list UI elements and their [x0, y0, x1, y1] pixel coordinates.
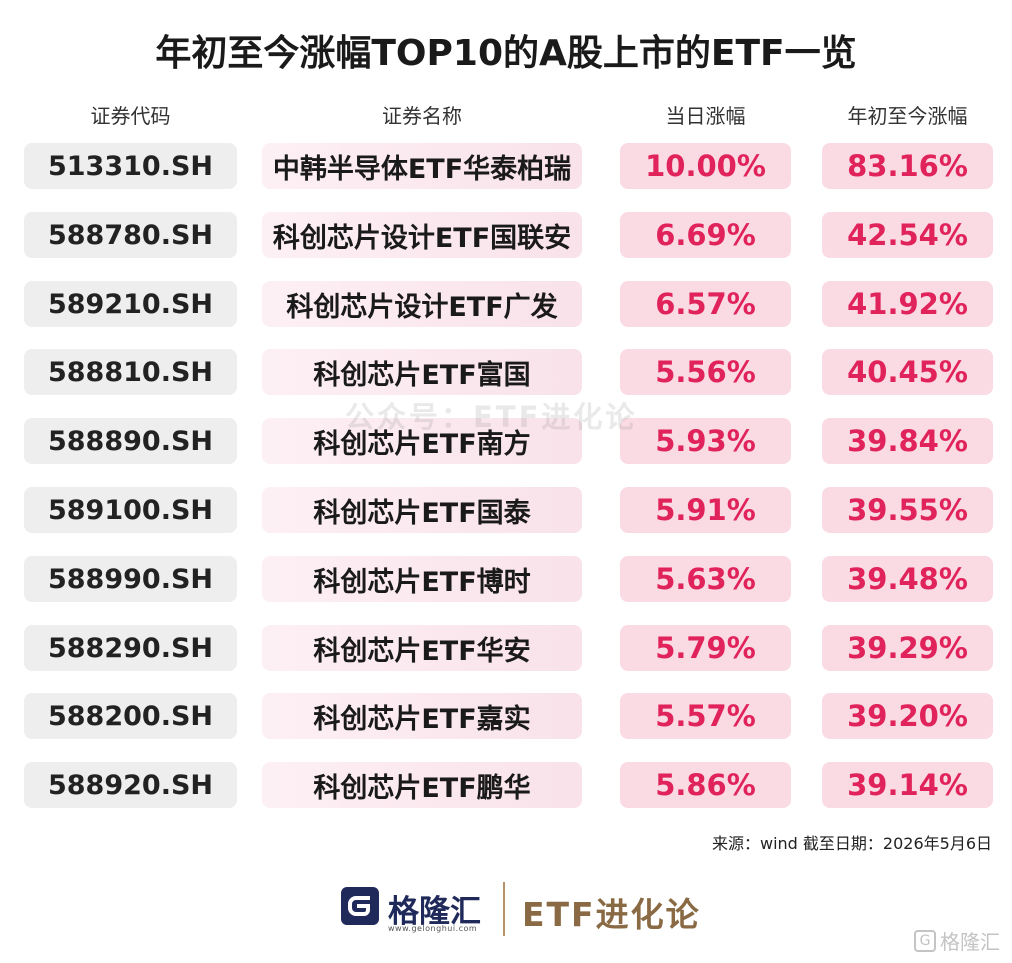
footer: 格隆汇 www.gelonghui.com ETF进化论	[0, 878, 1012, 942]
daily-change-cell: 5.86%	[620, 762, 791, 808]
corner-watermark: G 格隆汇	[914, 926, 1000, 955]
etf-name-cell: 科创芯片ETF南方	[262, 418, 582, 464]
brand-name: 格隆汇	[388, 894, 481, 930]
ytd-change-cell: 39.20%	[822, 693, 993, 739]
corner-logo-icon: G	[914, 929, 936, 952]
daily-change-cell: 5.63%	[620, 556, 791, 602]
etf-code-cell: 588890.SH	[24, 418, 237, 464]
column-name: ETF进化论	[522, 895, 701, 934]
watermark-text: 公众号：ETF进化论	[345, 400, 638, 434]
etf-name-cell: 中韩半导体ETF华泰柏瑞	[262, 143, 582, 189]
page-title: 年初至今涨幅TOP10的A股上市的ETF一览	[155, 33, 857, 74]
etf-code-cell: 588290.SH	[24, 625, 237, 671]
etf-code-cell: 588810.SH	[24, 349, 237, 395]
column-header-daily: 当日涨幅	[665, 104, 746, 128]
corner-brand-text: 格隆汇	[940, 930, 1000, 954]
daily-change-cell: 10.00%	[620, 143, 791, 189]
footer-divider	[503, 882, 505, 936]
column-header-name: 证券名称	[382, 104, 462, 128]
ytd-change-cell: 39.29%	[822, 625, 993, 671]
etf-name-cell: 科创芯片ETF鹏华	[262, 762, 582, 808]
daily-change-cell: 5.79%	[620, 625, 791, 671]
ytd-change-cell: 83.16%	[822, 143, 993, 189]
etf-name-cell: 科创芯片ETF国泰	[262, 487, 582, 533]
etf-code-cell: 588780.SH	[24, 212, 237, 258]
etf-name-cell: 科创芯片ETF华安	[262, 625, 582, 671]
etf-code-cell: 589100.SH	[24, 487, 237, 533]
etf-code-cell: 588200.SH	[24, 693, 237, 739]
etf-code-cell: 588990.SH	[24, 556, 237, 602]
ytd-change-cell: 42.54%	[822, 212, 993, 258]
daily-change-cell: 6.69%	[620, 212, 791, 258]
ytd-change-cell: 40.45%	[822, 349, 993, 395]
column-header-ytd: 年初至今涨幅	[847, 104, 968, 128]
daily-change-cell: 5.93%	[620, 418, 791, 464]
etf-name-cell: 科创芯片ETF富国	[262, 349, 582, 395]
column-header-code: 证券代码	[90, 104, 171, 128]
etf-name-cell: 科创芯片设计ETF国联安	[262, 212, 582, 258]
etf-code-cell: 513310.SH	[24, 143, 237, 189]
etf-code-cell: 588920.SH	[24, 762, 237, 808]
gelonghui-logo-icon	[341, 887, 379, 925]
daily-change-cell: 6.57%	[620, 281, 791, 327]
etf-name-cell: 科创芯片ETF嘉实	[262, 693, 582, 739]
daily-change-cell: 5.91%	[620, 487, 791, 533]
daily-change-cell: 5.56%	[620, 349, 791, 395]
ytd-change-cell: 39.48%	[822, 556, 993, 602]
source-note: 来源：wind 截至日期：2026年5月6日	[712, 834, 992, 853]
ytd-change-cell: 39.55%	[822, 487, 993, 533]
brand-url: www.gelonghui.com	[388, 924, 478, 933]
etf-name-cell: 科创芯片设计ETF广发	[262, 281, 582, 327]
etf-code-cell: 589210.SH	[24, 281, 237, 327]
etf-name-cell: 科创芯片ETF博时	[262, 556, 582, 602]
ytd-change-cell: 39.84%	[822, 418, 993, 464]
ytd-change-cell: 41.92%	[822, 281, 993, 327]
daily-change-cell: 5.57%	[620, 693, 791, 739]
ytd-change-cell: 39.14%	[822, 762, 993, 808]
